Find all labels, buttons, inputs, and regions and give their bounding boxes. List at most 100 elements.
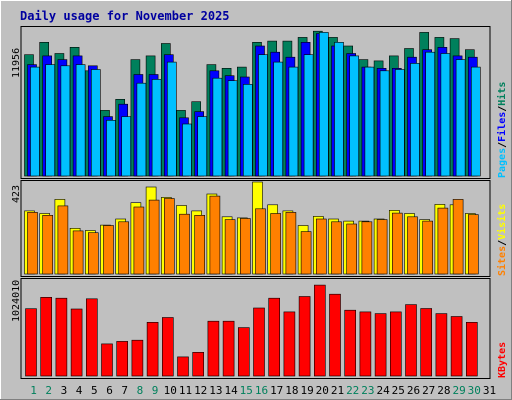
pages-bar <box>303 54 314 177</box>
kbytes-bar <box>25 308 37 377</box>
pages-bar <box>197 116 207 177</box>
x-tick-label: 12 <box>194 384 207 397</box>
pages-bar <box>75 64 86 177</box>
kbytes-bar <box>344 309 357 377</box>
kbytes-bar <box>389 311 402 377</box>
x-tick-label: 26 <box>407 384 420 397</box>
sites-bar <box>467 214 479 275</box>
sites-bar <box>407 216 418 275</box>
sites-bar <box>224 219 236 275</box>
kbytes-bar <box>70 308 83 377</box>
kbytes-bar <box>405 304 417 377</box>
legend-sep-2: / <box>497 106 508 112</box>
x-tick-label: 5 <box>91 384 98 397</box>
pages-bar <box>349 55 360 177</box>
sites-bar <box>164 198 175 275</box>
x-tick-label: 1 <box>30 384 37 397</box>
x-tick-label: 27 <box>422 384 435 397</box>
x-tick-label: 23 <box>361 384 374 397</box>
x-tick-label: 6 <box>106 384 113 397</box>
x-tick-label: 24 <box>376 384 390 397</box>
pages-bar <box>167 61 177 177</box>
x-tick-label: 21 <box>331 384 344 397</box>
kbytes-bar <box>435 313 448 377</box>
sites-bar <box>194 215 205 275</box>
x-tick-label: 3 <box>61 384 68 397</box>
kbytes-legend: KBytes <box>497 342 508 378</box>
kbytes-bar <box>55 297 68 377</box>
x-tick-label: 22 <box>346 384 359 397</box>
kbytes-bar <box>238 327 250 377</box>
pages-bar <box>243 84 253 177</box>
pages-bar <box>60 65 71 177</box>
x-tick-label: 9 <box>152 384 159 397</box>
sites-bar <box>148 199 160 275</box>
kbytes-bar <box>298 296 311 377</box>
sites-bar <box>376 219 388 275</box>
sites-bar <box>179 213 190 275</box>
pages-bar <box>91 69 101 177</box>
kbytes-bar <box>86 298 98 377</box>
chart-title: Daily usage for November 2025 <box>20 9 230 23</box>
x-tick-label: 2 <box>45 384 52 397</box>
pages-bar <box>273 61 284 177</box>
pages-bar <box>258 54 268 177</box>
kbytes-y-max-label: 1024010 <box>11 280 22 322</box>
kbytes-bar <box>177 356 189 377</box>
x-tick-label: 15 <box>240 384 253 397</box>
x-tick-label: 13 <box>209 384 222 397</box>
pages-bar <box>288 66 299 177</box>
pages-bar <box>30 66 40 177</box>
sites-bar <box>452 199 464 275</box>
kbytes-bar <box>268 297 281 377</box>
legend-sep-3: / <box>497 240 508 246</box>
pages-bar <box>379 70 390 177</box>
hits-y-max-label: 11956 <box>11 48 22 78</box>
pages-bar <box>151 79 162 177</box>
legend-pages: Pages <box>497 148 508 178</box>
sites-bar <box>255 208 266 275</box>
kbytes-bar <box>101 343 113 377</box>
kbytes-bar <box>374 313 387 377</box>
sites-bar <box>42 215 54 275</box>
visits-y-max-label: 423 <box>11 185 22 203</box>
x-axis-labels: 1 2 3 4 5 6 7 8 9 10 11 12 13 14 15 16 17 18 19 20 21 22 23 24 2… <box>30 384 496 397</box>
kbytes-bar <box>116 341 128 377</box>
kbytes-bar <box>162 317 174 377</box>
pages-bar <box>364 66 375 177</box>
bars-layer <box>24 30 481 377</box>
legend-kbytes: KBytes <box>497 342 508 378</box>
sites-bar <box>346 223 358 275</box>
sites-bar <box>88 232 99 275</box>
pages-bar <box>45 64 56 177</box>
x-tick-label: 19 <box>300 384 313 397</box>
x-tick-label: 20 <box>316 384 329 397</box>
kbytes-bar <box>192 351 204 377</box>
kbytes-bar <box>359 311 372 377</box>
kbytes-bar <box>253 307 265 377</box>
sites-bar <box>315 218 327 275</box>
x-tick-label: 29 <box>452 384 465 397</box>
legend-sep-1: / <box>497 142 508 148</box>
legend-sites: Sites <box>496 246 508 276</box>
x-tick-label: 30 <box>468 384 481 397</box>
x-tick-label: 18 <box>285 384 298 397</box>
x-tick-label: 25 <box>392 384 405 397</box>
kbytes-bar <box>146 321 159 377</box>
sites-bar <box>57 205 69 275</box>
legend-files: Files <box>496 112 508 142</box>
sites-bar <box>118 221 129 275</box>
hits-legend: Pages/Files/Hits <box>496 82 508 178</box>
x-tick-label: 7 <box>121 384 128 397</box>
sites-bar <box>133 206 145 275</box>
kbytes-bar <box>450 316 463 377</box>
kbytes-bar <box>222 320 235 377</box>
pages-bar <box>394 69 405 177</box>
kbytes-bar <box>329 293 341 377</box>
sites-bar <box>391 212 403 275</box>
kbytes-bar <box>283 311 296 377</box>
kbytes-bar <box>40 296 53 377</box>
kbytes-bar <box>420 308 433 377</box>
x-tick-label: 11 <box>179 384 192 397</box>
sites-bar <box>103 225 114 275</box>
